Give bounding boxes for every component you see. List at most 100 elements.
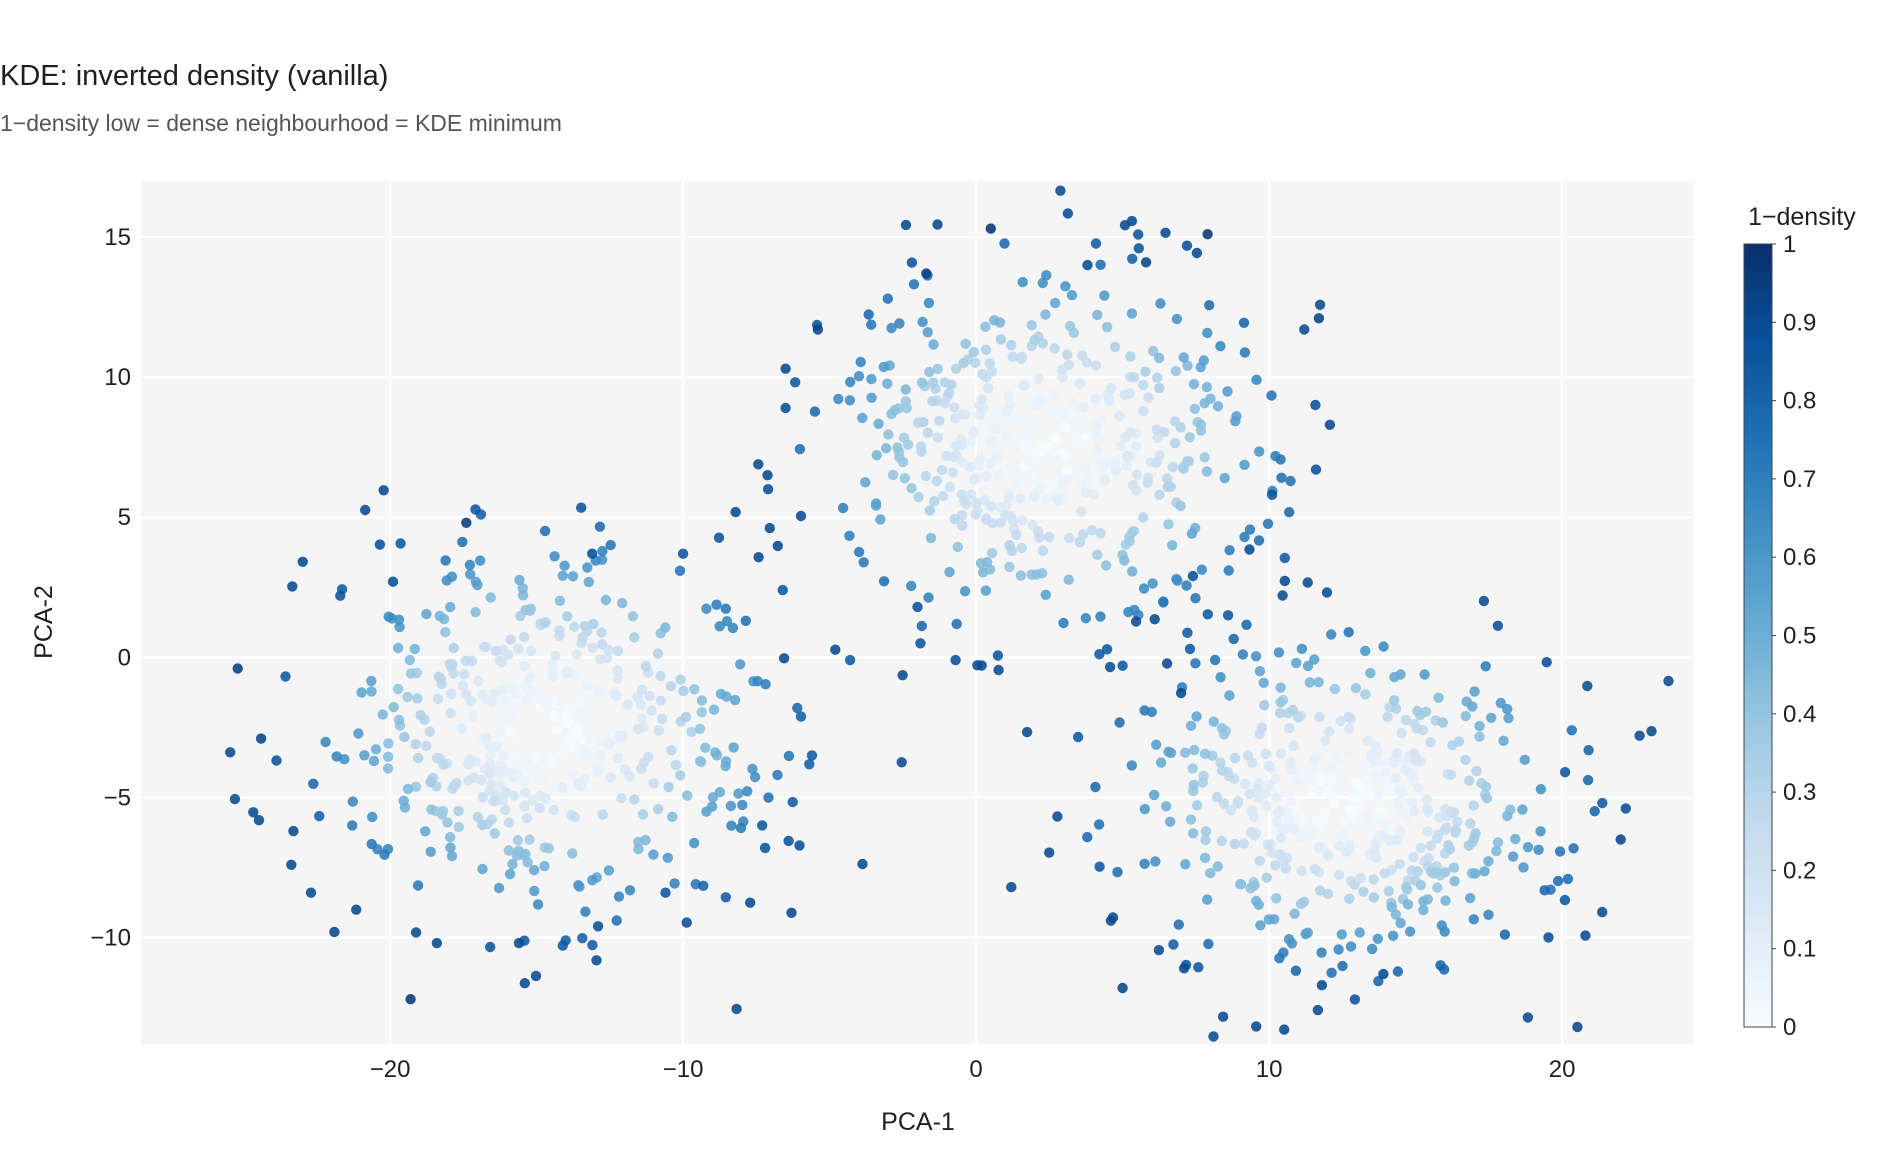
colorbar-tick-label: 0.4	[1783, 701, 1816, 728]
scatter-point	[1413, 782, 1425, 794]
scatter-point	[1343, 723, 1355, 735]
scatter-point	[353, 728, 364, 739]
scatter-point	[636, 684, 648, 695]
scatter-point	[934, 415, 945, 426]
scatter-point	[1334, 840, 1345, 851]
scatter-point	[1264, 780, 1275, 791]
scatter-point	[573, 880, 584, 891]
scatter-point	[1072, 731, 1084, 743]
scatter-point	[1448, 862, 1460, 873]
scatter-point	[445, 708, 456, 719]
scatter-point	[660, 622, 671, 633]
scatter-point	[731, 1003, 742, 1015]
scatter-point	[571, 725, 582, 736]
scatter-point	[1498, 735, 1509, 746]
scatter-point	[1075, 479, 1087, 490]
scatter-point	[1138, 379, 1149, 391]
y-tick-label: 15	[104, 224, 131, 251]
scatter-point	[1480, 661, 1491, 672]
scatter-point	[975, 558, 987, 569]
scatter-point	[1302, 660, 1314, 672]
scatter-point	[1334, 869, 1345, 880]
scatter-point	[1286, 764, 1298, 776]
scatter-point	[503, 817, 515, 828]
x-tick-label: −10	[663, 1056, 704, 1083]
scatter-point	[1052, 455, 1063, 466]
scatter-point	[457, 536, 468, 548]
scatter-point	[1006, 339, 1017, 351]
scatter-point	[1250, 651, 1262, 662]
scatter-point	[1244, 524, 1256, 535]
scatter-point	[1566, 725, 1578, 736]
scatter-point	[1284, 507, 1295, 518]
scatter-point	[540, 617, 551, 628]
scatter-point	[1216, 723, 1228, 734]
scatter-point	[1175, 422, 1187, 433]
scatter-point	[1175, 687, 1187, 699]
scatter-point	[1140, 366, 1151, 377]
scatter-point	[1191, 247, 1203, 259]
scatter-point	[1094, 649, 1105, 660]
scatter-point	[1026, 320, 1037, 331]
scatter-point	[950, 654, 961, 666]
scatter-point	[937, 490, 949, 502]
scatter-point	[314, 810, 325, 822]
scatter-point	[965, 436, 977, 447]
scatter-point	[1139, 705, 1150, 716]
scatter-point	[484, 785, 496, 797]
scatter-point	[1402, 899, 1414, 910]
scatter-point	[916, 377, 928, 388]
scatter-point	[1646, 726, 1657, 737]
scatter-point	[1074, 425, 1086, 437]
scatter-point	[1238, 317, 1250, 328]
chart-title: KDE: inverted density (vanilla)	[0, 60, 389, 92]
scatter-point	[1114, 717, 1125, 728]
scatter-point	[1001, 405, 1013, 417]
scatter-point	[597, 545, 608, 557]
scatter-point	[393, 614, 405, 625]
scatter-point	[500, 787, 512, 798]
scatter-point	[1209, 654, 1221, 666]
scatter-point	[1170, 366, 1182, 377]
scatter-point	[795, 711, 807, 722]
scatter-point	[601, 652, 613, 664]
scatter-point	[1327, 774, 1338, 785]
scatter-point	[379, 849, 390, 860]
scatter-point	[1279, 1024, 1290, 1035]
scatter-point	[1161, 801, 1172, 812]
scatter-point	[837, 502, 849, 514]
scatter-point	[870, 498, 882, 509]
scatter-point	[1275, 682, 1286, 693]
scatter-point	[1372, 933, 1384, 944]
scatter-point	[1198, 355, 1210, 366]
scatter-point	[959, 586, 971, 597]
scatter-point	[1448, 807, 1460, 818]
scatter-point	[522, 857, 533, 868]
scatter-point	[1395, 669, 1406, 680]
scatter-point	[1095, 259, 1106, 270]
scatter-point	[708, 704, 720, 715]
scatter-point	[1360, 689, 1371, 700]
scatter-point	[402, 691, 413, 703]
scatter-point	[655, 695, 667, 706]
scatter-point	[613, 891, 625, 902]
scatter-point	[1285, 756, 1296, 767]
scatter-point	[1465, 818, 1476, 829]
scatter-point	[536, 772, 547, 783]
scatter-point	[523, 740, 535, 752]
scatter-point	[742, 786, 753, 797]
scatter-point	[308, 778, 319, 789]
scatter-point	[1394, 795, 1406, 807]
scatter-point	[984, 358, 995, 369]
scatter-point	[596, 639, 608, 650]
scatter-point	[1445, 769, 1457, 780]
scatter-point	[504, 868, 516, 880]
scatter-point	[1053, 495, 1065, 507]
scatter-point	[1139, 858, 1150, 869]
scatter-point	[472, 579, 483, 591]
scatter-point	[1033, 373, 1045, 384]
scatter-point	[1284, 723, 1295, 734]
scatter-point	[1018, 380, 1030, 391]
scatter-point	[1090, 238, 1102, 249]
scatter-point	[897, 456, 909, 468]
